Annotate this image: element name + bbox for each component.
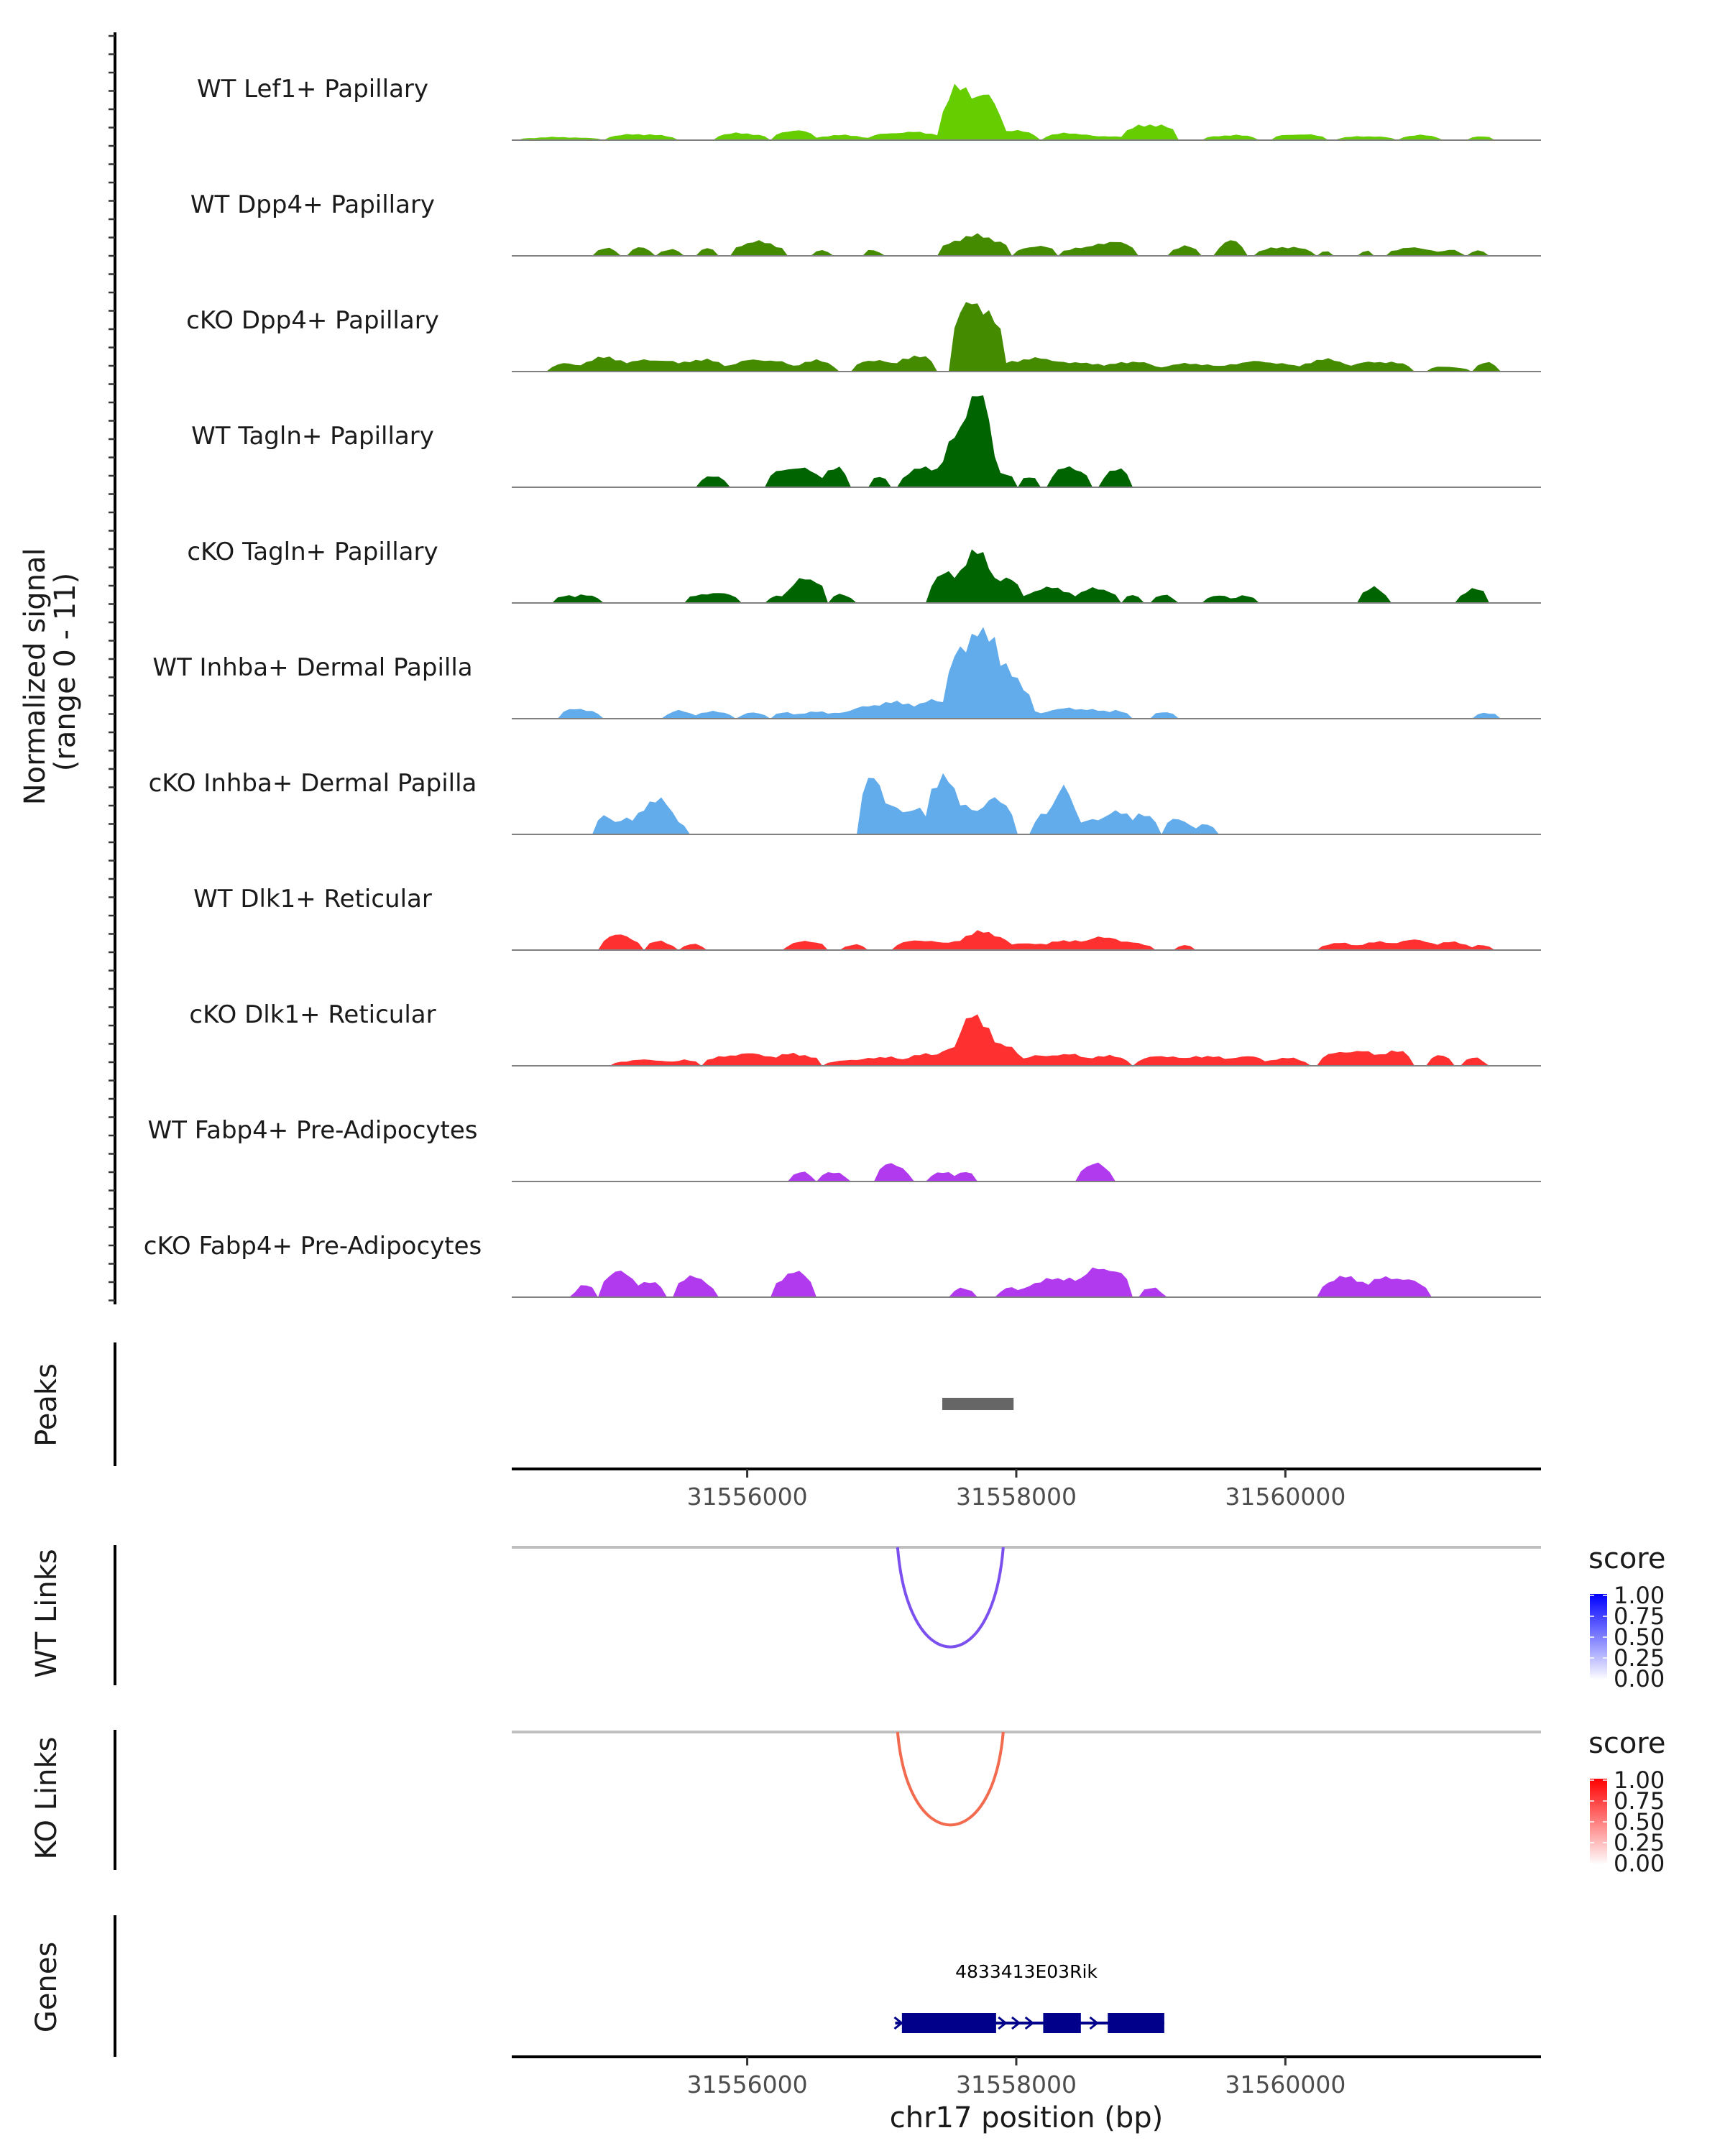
genes-x-tick-label: 31556000 — [687, 2070, 808, 2099]
coverage-track-label: cKO Inhba+ Dermal Papilla — [149, 769, 477, 798]
strand-arrow — [1089, 2016, 1099, 2030]
legend-tick-label: 0.75 — [1614, 1787, 1665, 1815]
score-legend-title: score — [1588, 1542, 1665, 1575]
coverage-track-label: WT Fabp4+ Pre-Adipocytes — [148, 1116, 478, 1145]
coverage-track-label: WT Inhba+ Dermal Papilla — [152, 653, 472, 682]
coverage-area — [512, 302, 1541, 372]
score-legend: score 1.000.750.500.250.00 — [1588, 1727, 1665, 1877]
coverage-area — [512, 549, 1541, 603]
coverage-track-label: cKO Dpp4+ Papillary — [186, 306, 439, 335]
legend-tick-label: 1.00 — [1614, 1582, 1665, 1609]
coverage-track: cKO Fabp4+ Pre-Adipocytes — [144, 1232, 1541, 1298]
legend-tick-label: 0.25 — [1614, 1644, 1665, 1672]
coverage-area — [512, 233, 1541, 256]
coverage-track: WT Lef1+ Papillary — [197, 75, 1541, 141]
genes-track-label: Genes — [30, 1942, 63, 2032]
peaks-track: Peaks 31556000 31558000 31560000 — [30, 1342, 1541, 1511]
coverage-track-label: WT Lef1+ Papillary — [197, 75, 428, 103]
peak-region — [942, 1398, 1014, 1410]
gene-exon — [1043, 2013, 1081, 2033]
peaks-x-tick-label: 31560000 — [1225, 1483, 1346, 1511]
coverage-area — [512, 1162, 1541, 1181]
links-track: KO Links score 1.000.750.500.250.00 — [30, 1727, 1665, 1877]
gene-exon — [1108, 2013, 1164, 2033]
legend-tick-label: 1.00 — [1614, 1766, 1665, 1794]
legend-tick-label: 0.00 — [1614, 1850, 1665, 1877]
strand-arrow — [998, 2016, 1008, 2030]
links-track-label: WT Links — [30, 1549, 63, 1677]
legend-tick-label: 0.50 — [1614, 1623, 1665, 1651]
coverage-track-label: cKO Fabp4+ Pre-Adipocytes — [144, 1232, 482, 1261]
genes-x-tick-label: 31560000 — [1225, 2070, 1346, 2099]
genes-track: Genes 4833413E03Rik 31556000 31558000 315600… — [30, 1915, 1541, 2099]
peaks-x-tick-label: 31558000 — [956, 1483, 1077, 1511]
genes-x-tick-label: 31558000 — [956, 2070, 1077, 2099]
link-arc — [896, 1731, 1005, 1827]
gene-name-label: 4833413E03Rik — [955, 1961, 1098, 1982]
y-axis-label: Normalized signal (range 0 - 11) — [19, 539, 82, 806]
coverage-track: WT Dlk1+ Reticular — [193, 885, 1541, 951]
y-axis-label-line-1: Normalized signal — [19, 548, 52, 805]
coverage-track: cKO Dpp4+ Papillary — [186, 302, 1541, 372]
score-legend-title: score — [1588, 1727, 1665, 1760]
strand-arrow — [1024, 2016, 1035, 2030]
strand-arrow — [1011, 2016, 1021, 2030]
peaks-track-label: Peaks — [30, 1363, 63, 1447]
strand-arrow — [893, 2016, 903, 2030]
coverage-track: WT Inhba+ Dermal Papilla — [152, 627, 1541, 719]
coverage-track: cKO Inhba+ Dermal Papilla — [149, 769, 1541, 835]
coverage-track: WT Tagln+ Papillary — [191, 395, 1541, 488]
coverage-track-label: WT Dpp4+ Papillary — [190, 190, 435, 219]
coverage-area — [512, 395, 1541, 487]
coverage-area — [512, 773, 1541, 834]
coverage-track: WT Dpp4+ Papillary — [190, 190, 1541, 257]
legend-tick-label: 0.25 — [1614, 1829, 1665, 1856]
legend-tick-label: 0.75 — [1614, 1603, 1665, 1630]
legend-tick-label: 0.00 — [1614, 1665, 1665, 1692]
coverage-area — [512, 83, 1541, 140]
coverage-track-label: WT Tagln+ Papillary — [191, 422, 434, 451]
x-axis-label: chr17 position (bp) — [890, 2101, 1164, 2134]
coverage-track: cKO Tagln+ Papillary — [187, 538, 1541, 604]
coverage-tracks: WT Lef1+ Papillary WT Dpp4+ Papillary cKO … — [109, 32, 1541, 1304]
coverage-track-label: WT Dlk1+ Reticular — [193, 885, 432, 913]
links-track-label: KO Links — [30, 1737, 63, 1860]
y-axis-label-line-2: (range 0 - 11) — [49, 573, 82, 771]
links-track: WT Links score 1.000.750.500.250.00 — [30, 1542, 1665, 1692]
coverage-area — [512, 1014, 1541, 1066]
coverage-track-label: cKO Dlk1+ Reticular — [189, 1000, 436, 1029]
link-arc — [896, 1547, 1005, 1649]
coverage-area — [512, 627, 1541, 719]
gene-exon — [901, 2013, 996, 2033]
coverage-area — [512, 1267, 1541, 1297]
coverage-track: WT Fabp4+ Pre-Adipocytes — [148, 1116, 1541, 1182]
score-legend: score 1.000.750.500.250.00 — [1588, 1542, 1665, 1692]
coverage-track-label: cKO Tagln+ Papillary — [187, 538, 438, 566]
coverage-area — [512, 930, 1541, 950]
legend-tick-label: 0.50 — [1614, 1808, 1665, 1835]
coverage-track: cKO Dlk1+ Reticular — [189, 1000, 1541, 1067]
peaks-x-tick-label: 31556000 — [687, 1483, 808, 1511]
